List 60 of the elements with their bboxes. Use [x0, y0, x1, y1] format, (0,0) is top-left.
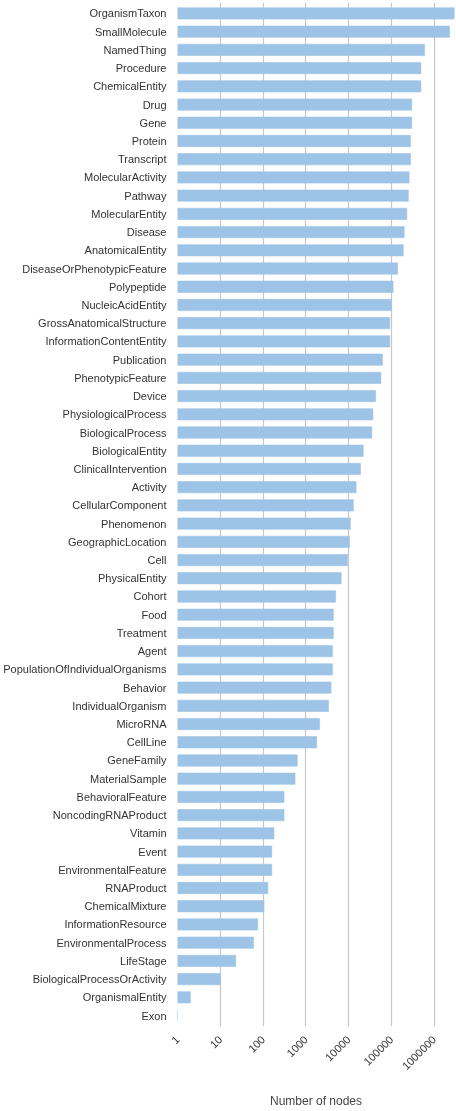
- y-tick-label: NoncodingRNAProduct: [52, 809, 167, 822]
- y-tick-label: OrganismTaxon: [89, 7, 167, 20]
- y-tick-label: Event: [138, 845, 167, 858]
- y-tick-label: GeneFamily: [107, 754, 167, 767]
- y-tick-label: EnvironmentalProcess: [56, 936, 167, 949]
- y-tick-label: PhenotypicFeature: [74, 371, 167, 384]
- y-tick-label: Device: [132, 390, 167, 403]
- y-tick-label: BiologicalEntity: [91, 444, 167, 457]
- y-tick-label: Disease: [126, 226, 167, 239]
- y-tick-label: PhysiologicalProcess: [62, 408, 167, 421]
- y-tick-label: DiseaseOrPhenotypicFeature: [22, 262, 167, 275]
- y-tick-label: BiologicalProcess: [79, 426, 167, 439]
- y-tick-label: Vitamin: [130, 827, 167, 840]
- y-tick-label: RNAProduct: [105, 882, 167, 895]
- y-tick-label: ChemicalEntity: [93, 80, 167, 93]
- x-tick-label: 1: [168, 1033, 182, 1047]
- y-tick-label: Cell: [147, 554, 167, 567]
- y-tick-label: CellLine: [126, 736, 167, 749]
- y-tick-label: OrganismalEntity: [82, 991, 167, 1004]
- y-tick-label: Activity: [131, 481, 167, 494]
- y-tick-label: CellularComponent: [72, 499, 167, 512]
- y-tick-label: Gene: [139, 116, 167, 129]
- y-tick-label: Food: [141, 608, 167, 621]
- x-tick-label: 10: [207, 1033, 225, 1051]
- y-tick-label: EnvironmentalFeature: [58, 863, 167, 876]
- y-tick-label: PopulationOfIndividualOrganisms: [3, 663, 167, 676]
- y-tick-label: SmallMolecule: [94, 25, 167, 38]
- y-tick-label: Pathway: [124, 189, 167, 202]
- y-tick-label: Behavior: [123, 681, 167, 694]
- y-tick-label: Publication: [112, 353, 167, 366]
- y-tick-label: Polypeptide: [109, 280, 167, 293]
- x-axis-title: Number of nodes: [269, 1094, 363, 1109]
- y-tick-label: Exon: [141, 1009, 167, 1022]
- y-tick-label: InformationContentEntity: [45, 335, 167, 348]
- y-tick-label: MaterialSample: [90, 772, 167, 785]
- x-tick-label: 100: [245, 1033, 268, 1055]
- y-tick-label: InformationResource: [64, 918, 167, 931]
- y-tick-label: PhysicalEntity: [98, 572, 167, 585]
- y-tick-label: ClinicalIntervention: [73, 462, 167, 475]
- y-tick-label: Drug: [142, 98, 167, 111]
- y-tick-label: Phenomenon: [101, 517, 167, 530]
- y-tick-label: MolecularEntity: [91, 207, 167, 220]
- y-tick-label: BiologicalProcessOrActivity: [32, 973, 167, 986]
- y-tick-label: Procedure: [115, 62, 167, 75]
- y-tick-label: MicroRNA: [116, 718, 168, 731]
- y-tick-label: LifeStage: [120, 954, 167, 967]
- y-tick-label: IndividualOrganism: [72, 699, 167, 712]
- y-tick-label: Agent: [137, 645, 167, 658]
- y-tick-label: Protein: [131, 134, 167, 147]
- y-tick-label: Transcript: [118, 153, 167, 166]
- y-tick-label: ChemicalMixture: [84, 900, 167, 913]
- y-tick-label: BehavioralFeature: [76, 790, 167, 803]
- y-tick-label: Treatment: [116, 626, 167, 639]
- y-tick-label: NamedThing: [103, 43, 167, 56]
- y-tick-label: MolecularActivity: [83, 171, 167, 184]
- y-tick-label: GrossAnatomicalStructure: [38, 317, 167, 330]
- y-tick-label: Cohort: [133, 590, 167, 603]
- y-tick-label: GeographicLocation: [68, 535, 167, 548]
- y-tick-label: NucleicAcidEntity: [81, 298, 167, 311]
- y-tick-label: AnatomicalEntity: [84, 244, 167, 257]
